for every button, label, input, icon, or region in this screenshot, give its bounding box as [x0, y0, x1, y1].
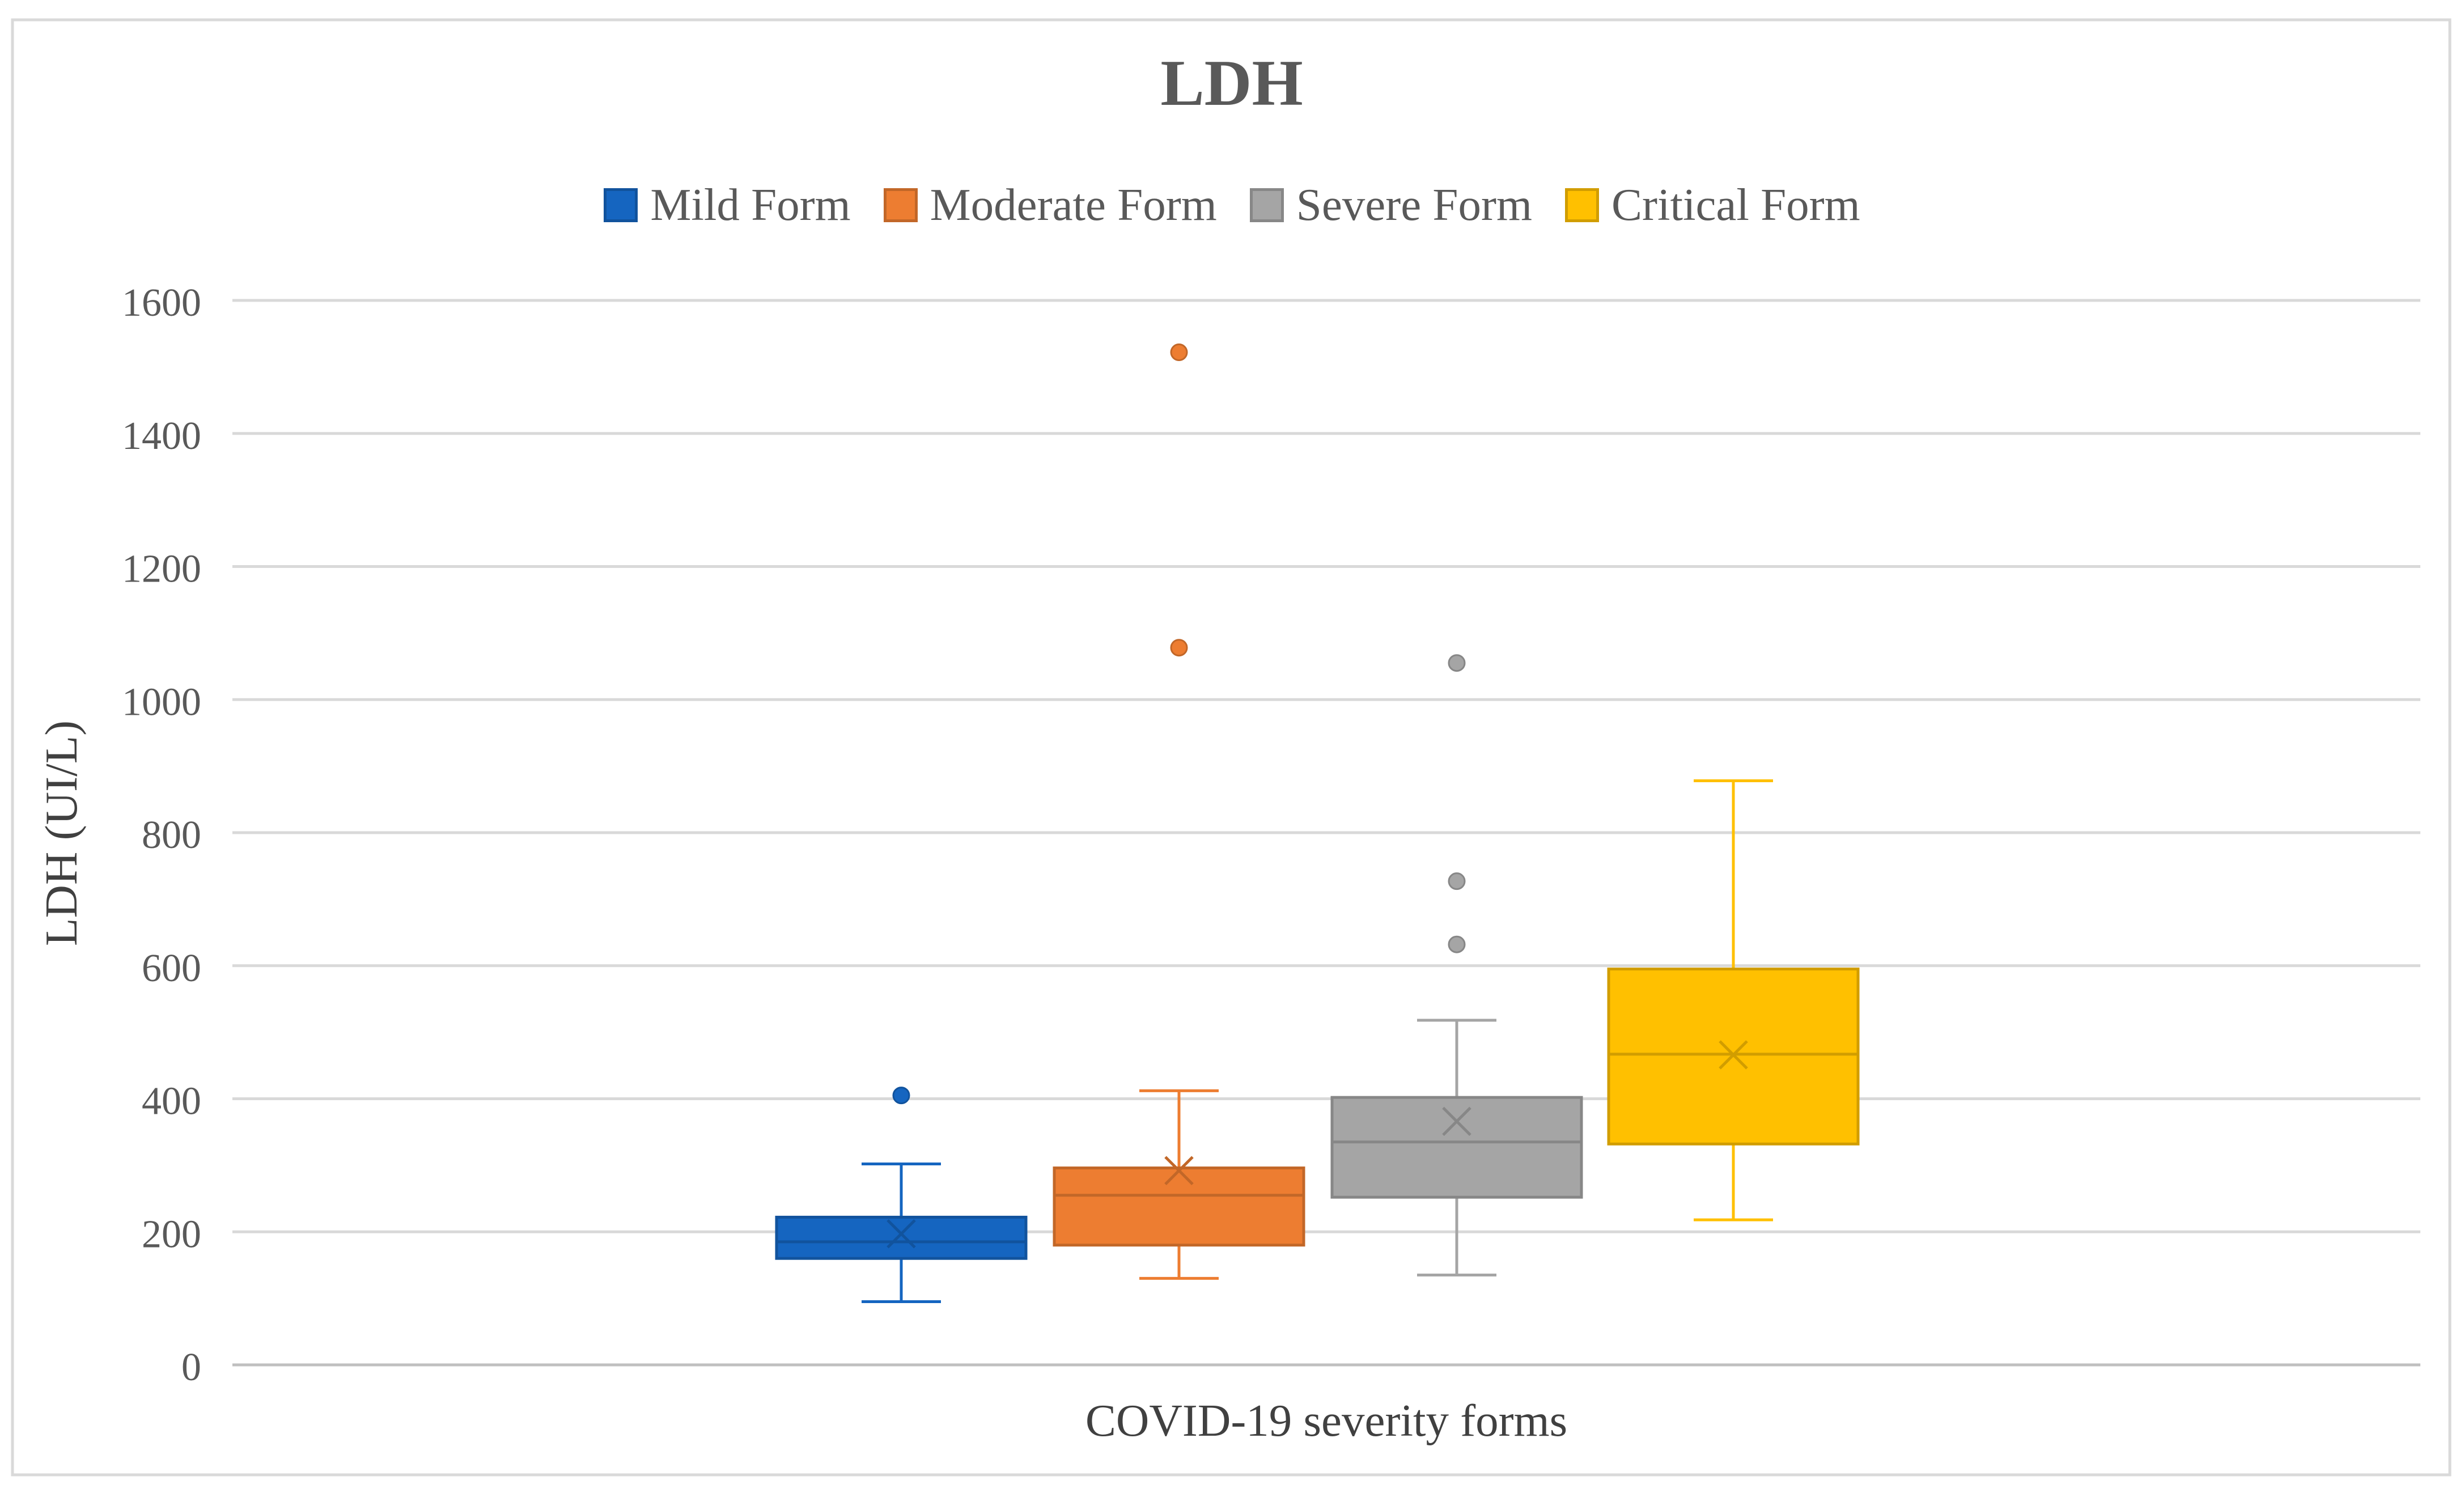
legend-label-moderate: Moderate Form	[930, 179, 1217, 230]
box-plot-moderate-form	[1053, 343, 1305, 1280]
legend-label-mild: Mild Form	[650, 179, 851, 230]
legend-item-moderate[interactable]: Moderate Form	[883, 179, 1217, 231]
severe-form-mean-marker	[1442, 1106, 1471, 1136]
chart-title: LDH	[1160, 47, 1303, 120]
y-tick-label-600: 600	[142, 947, 201, 990]
severe-form-box	[1330, 1096, 1583, 1199]
legend-swatch-mild	[604, 188, 638, 222]
y-tick-label-1000: 1000	[122, 680, 201, 724]
legend-swatch-moderate	[883, 188, 918, 222]
y-axis-label: LDH (UI/L)	[36, 720, 87, 946]
moderate-form-outlier-2	[1170, 343, 1188, 362]
legend-swatch-critical	[1564, 188, 1599, 222]
x-axis-label: COVID-19 severity forms	[1085, 1395, 1567, 1446]
y-tick-label-400: 400	[142, 1080, 201, 1123]
legend: Mild Form Moderate Form Severe Form Crit…	[0, 179, 2464, 231]
y-axis-tick-labels: 0 200 400 600 800 1000 1200 1400 1600	[122, 281, 201, 1389]
y-tick-label-200: 200	[142, 1212, 201, 1256]
legend-item-severe[interactable]: Severe Form	[1249, 179, 1532, 231]
severe-form-outlier-1	[1448, 935, 1466, 953]
y-tick-label-1200: 1200	[122, 548, 201, 591]
severe-form-outlier-2	[1448, 872, 1466, 890]
moderate-form-mean-marker	[1164, 1156, 1194, 1186]
y-tick-label-800: 800	[142, 813, 201, 857]
legend-item-critical[interactable]: Critical Form	[1564, 179, 1860, 231]
chart-frame	[11, 18, 2452, 1477]
box-plot-severe-form	[1330, 654, 1583, 1277]
y-tick-label-1400: 1400	[122, 414, 201, 458]
legend-item-mild[interactable]: Mild Form	[604, 179, 851, 231]
moderate-form-outlier-1	[1170, 639, 1188, 657]
moderate-form-box	[1053, 1166, 1305, 1247]
legend-label-severe: Severe Form	[1296, 179, 1532, 230]
box-plot-critical-form	[1607, 779, 1860, 1221]
severe-form-outlier-3	[1448, 654, 1466, 672]
box-plot-mild-form	[775, 1087, 1028, 1303]
gridlines	[232, 299, 2420, 1367]
mild-form-box	[775, 1215, 1028, 1260]
critical-form-mean-marker	[1719, 1040, 1748, 1070]
box-plots	[775, 343, 1860, 1303]
legend-label-critical: Critical Form	[1611, 179, 1860, 230]
mild-form-mean-marker	[887, 1219, 916, 1249]
mild-form-outlier-1	[892, 1087, 910, 1105]
y-tick-label-1600: 1600	[122, 281, 201, 325]
y-tick-label-0: 0	[181, 1346, 201, 1389]
legend-swatch-severe	[1249, 188, 1284, 222]
